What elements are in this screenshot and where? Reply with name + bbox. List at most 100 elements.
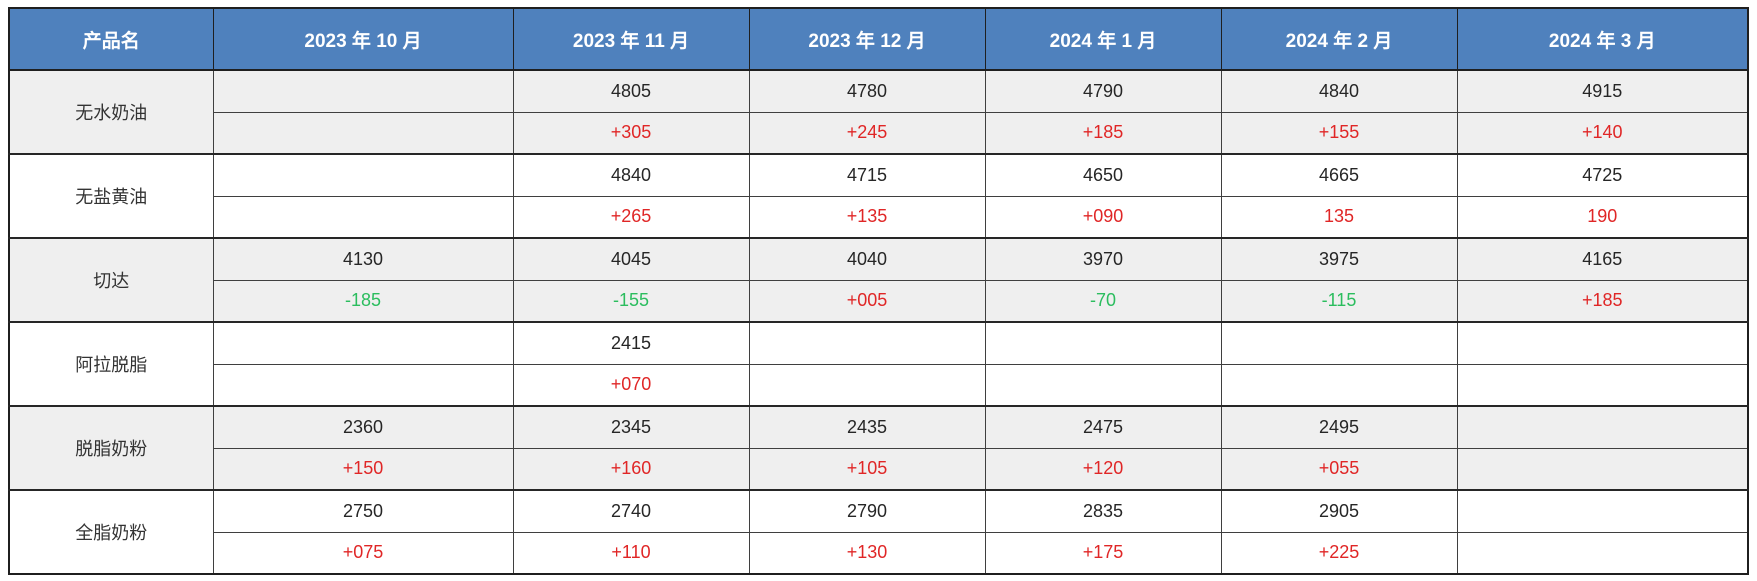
price-row: 阿拉脱脂 2415 [8, 321, 1749, 407]
price-cell: 2495 [1220, 405, 1458, 449]
change-cell: +075 [212, 531, 514, 575]
price-row: 脱脂奶粉 2360 2345 2435 2475 2495 [8, 405, 1749, 491]
change-cell: +305 [512, 111, 750, 155]
price-cell: 2345 [512, 405, 750, 449]
change-cell: -185 [212, 279, 514, 323]
price-cell: 4840 [1220, 69, 1458, 113]
change-cell: +185 [984, 111, 1222, 155]
change-cell: +160 [512, 447, 750, 491]
price-cell: 2435 [748, 405, 986, 449]
product-name-cell: 切达 [8, 237, 214, 323]
header-cell-2024-02: 2024 年 2 月 [1220, 7, 1458, 71]
change-cell: +140 [1456, 111, 1749, 155]
price-cell: 4915 [1456, 69, 1749, 113]
price-row: 切达 4130 4045 4040 3970 3975 4165 [8, 237, 1749, 323]
change-row: +070 [9, 363, 1749, 407]
product-name-cell: 全脂奶粉 [8, 489, 214, 575]
price-row: 全脂奶粉 2750 2740 2790 2835 2905 [8, 489, 1749, 575]
price-cell: 2790 [748, 489, 986, 533]
header-cell-2023-12: 2023 年 12 月 [748, 7, 986, 71]
change-cell [984, 363, 1222, 407]
header-cell-2024-03: 2024 年 3 月 [1456, 7, 1749, 71]
change-cell [1220, 363, 1458, 407]
change-cell: +110 [512, 531, 750, 575]
change-row: -185 -155 +005 -70 -115 +185 [9, 279, 1749, 323]
price-cell: 4650 [984, 153, 1222, 197]
header-cell-2023-11: 2023 年 11 月 [512, 7, 750, 71]
price-cell [748, 321, 986, 365]
price-cell: 4780 [748, 69, 986, 113]
change-cell: +090 [984, 195, 1222, 239]
price-cell [1456, 489, 1749, 533]
price-row: 无水奶油 4805 4780 4790 4840 4915 [8, 69, 1749, 155]
price-cell [1220, 321, 1458, 365]
price-cell [212, 153, 514, 197]
change-row: +075 +110 +130 +175 +225 [9, 531, 1749, 575]
change-row: +305 +245 +185 +155 +140 [9, 111, 1749, 155]
price-cell: 4840 [512, 153, 750, 197]
price-cell: 4040 [748, 237, 986, 281]
price-cell [212, 69, 514, 113]
price-cell: 3970 [984, 237, 1222, 281]
product-name-cell: 脱脂奶粉 [8, 405, 214, 491]
price-cell: 2740 [512, 489, 750, 533]
price-cell: 4045 [512, 237, 750, 281]
product-name-cell: 无盐黄油 [8, 153, 214, 239]
price-cell [1456, 321, 1749, 365]
change-cell: +155 [1220, 111, 1458, 155]
table-body: 无水奶油 4805 4780 4790 4840 4915 +305 +245 +185 +155… [8, 69, 1749, 575]
change-cell: +225 [1220, 531, 1458, 575]
price-cell: 4715 [748, 153, 986, 197]
price-cell [1456, 405, 1749, 449]
price-cell: 2835 [984, 489, 1222, 533]
change-cell: +175 [984, 531, 1222, 575]
change-cell: +005 [748, 279, 986, 323]
change-row: +150 +160 +105 +120 +055 [9, 447, 1749, 491]
price-cell: 2475 [984, 405, 1222, 449]
change-cell: 190 [1456, 195, 1749, 239]
product-name-cell: 阿拉脱脂 [8, 321, 214, 407]
price-cell: 4790 [984, 69, 1222, 113]
change-cell: +245 [748, 111, 986, 155]
change-cell: +070 [512, 363, 750, 407]
change-cell: -115 [1220, 279, 1458, 323]
price-cell [984, 321, 1222, 365]
change-cell: 135 [1220, 195, 1458, 239]
change-row: +265 +135 +090 135 190 [9, 195, 1749, 239]
header-cell-product-name: 产品名 [8, 7, 214, 71]
price-cell: 2750 [212, 489, 514, 533]
product-name-cell: 无水奶油 [8, 69, 214, 155]
change-cell [1456, 531, 1749, 575]
change-cell [1456, 363, 1749, 407]
dairy-price-table: 产品名 2023 年 10 月 2023 年 11 月 2023 年 12 月 … [8, 7, 1749, 575]
change-cell [748, 363, 986, 407]
change-cell [212, 111, 514, 155]
price-cell: 2360 [212, 405, 514, 449]
change-cell: +130 [748, 531, 986, 575]
change-cell: +265 [512, 195, 750, 239]
change-cell: +105 [748, 447, 986, 491]
change-cell [1456, 447, 1749, 491]
change-cell: +185 [1456, 279, 1749, 323]
price-cell: 4130 [212, 237, 514, 281]
change-cell: -155 [512, 279, 750, 323]
change-cell: +120 [984, 447, 1222, 491]
change-cell: +150 [212, 447, 514, 491]
price-cell: 2905 [1220, 489, 1458, 533]
price-cell: 4805 [512, 69, 750, 113]
price-cell: 4725 [1456, 153, 1749, 197]
header-cell-2024-01: 2024 年 1 月 [984, 7, 1222, 71]
price-cell: 2415 [512, 321, 750, 365]
change-cell: +055 [1220, 447, 1458, 491]
price-cell: 4165 [1456, 237, 1749, 281]
change-cell [212, 195, 514, 239]
header-cell-2023-10: 2023 年 10 月 [212, 7, 514, 71]
price-cell: 4665 [1220, 153, 1458, 197]
price-row: 无盐黄油 4840 4715 4650 4665 4725 [8, 153, 1749, 239]
change-cell: -70 [984, 279, 1222, 323]
price-cell [212, 321, 514, 365]
header-row: 产品名 2023 年 10 月 2023 年 11 月 2023 年 12 月 … [8, 7, 1749, 71]
change-cell: +135 [748, 195, 986, 239]
price-cell: 3975 [1220, 237, 1458, 281]
